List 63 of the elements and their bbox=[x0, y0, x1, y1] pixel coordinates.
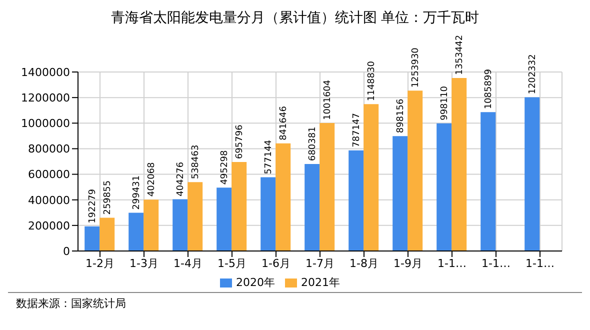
bar bbox=[84, 226, 100, 251]
data-label: 898156 bbox=[396, 98, 406, 134]
data-label: 299431 bbox=[132, 175, 142, 210]
x-tick-label: 1-1… bbox=[482, 256, 510, 270]
y-tick-label: 400000 bbox=[28, 194, 70, 207]
data-label: 192279 bbox=[88, 188, 98, 224]
x-tick-label: 1-4月 bbox=[174, 256, 202, 270]
bar bbox=[436, 123, 452, 251]
x-tick-label: 1-8月 bbox=[350, 256, 378, 270]
bar bbox=[348, 150, 364, 251]
bar bbox=[524, 97, 540, 251]
data-label: 1148830 bbox=[367, 60, 378, 102]
data-label: 1001604 bbox=[323, 80, 334, 120]
bar bbox=[276, 143, 291, 251]
y-tick-label: 1400000 bbox=[21, 66, 70, 79]
chart-title: 青海省太阳能发电量分月（累计值）统计图 单位：万千瓦时 bbox=[110, 9, 480, 28]
x-tick-label: 1-1… bbox=[438, 256, 466, 270]
x-tick-label: 1-5月 bbox=[218, 256, 246, 270]
y-tick-label: 0 bbox=[63, 244, 70, 258]
data-label: 1353442 bbox=[455, 34, 466, 75]
y-tick-label: 800000 bbox=[28, 142, 70, 156]
data-label: 577144 bbox=[264, 140, 274, 174]
data-label: 259855 bbox=[103, 180, 114, 215]
x-tick-label: 1-1… bbox=[526, 256, 554, 270]
bar bbox=[232, 162, 247, 251]
bar bbox=[100, 218, 115, 251]
bar bbox=[144, 200, 159, 251]
bar bbox=[408, 90, 423, 251]
data-label: 404276 bbox=[176, 162, 186, 196]
bar bbox=[172, 199, 188, 251]
bar bbox=[392, 136, 408, 251]
bar bbox=[364, 104, 379, 251]
data-label: 402068 bbox=[147, 162, 158, 197]
data-label: 1202332 bbox=[528, 54, 538, 94]
legend-label: 2020年 bbox=[236, 276, 275, 289]
x-tick-label: 1-3月 bbox=[130, 256, 158, 270]
data-label: 787147 bbox=[352, 113, 362, 148]
data-label: 1253930 bbox=[411, 47, 422, 88]
data-label: 841646 bbox=[279, 106, 290, 140]
data-label: 998110 bbox=[440, 86, 450, 120]
bar bbox=[452, 78, 467, 251]
x-tick-label: 1-6月 bbox=[262, 256, 290, 270]
legend-label: 2021年 bbox=[301, 276, 340, 289]
x-tick-label: 1-7月 bbox=[306, 256, 334, 270]
y-tick-label: 1000000 bbox=[21, 117, 70, 130]
data-label: 695796 bbox=[235, 124, 246, 160]
data-label: 1085899 bbox=[484, 68, 494, 110]
bar bbox=[216, 188, 232, 251]
bar bbox=[260, 177, 276, 251]
y-tick-label: 600000 bbox=[28, 168, 70, 182]
bar bbox=[188, 182, 203, 251]
x-tick-label: 1-9月 bbox=[394, 256, 422, 270]
y-tick-label: 1200000 bbox=[21, 91, 70, 104]
data-label: 538463 bbox=[191, 144, 202, 180]
bar bbox=[128, 212, 144, 251]
data-label: 680381 bbox=[308, 126, 318, 162]
y-tick-label: 200000 bbox=[28, 219, 70, 232]
data-label: 495298 bbox=[220, 150, 230, 185]
source-note: 数据来源：国家统计局 bbox=[16, 296, 127, 311]
x-tick-label: 1-2月 bbox=[86, 256, 114, 270]
bar bbox=[480, 112, 496, 251]
bar bbox=[320, 122, 335, 251]
bar bbox=[304, 164, 320, 251]
